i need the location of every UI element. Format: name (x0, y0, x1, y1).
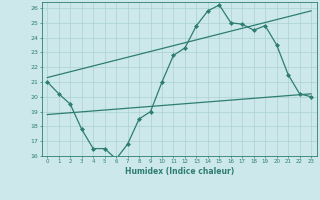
X-axis label: Humidex (Indice chaleur): Humidex (Indice chaleur) (124, 167, 234, 176)
